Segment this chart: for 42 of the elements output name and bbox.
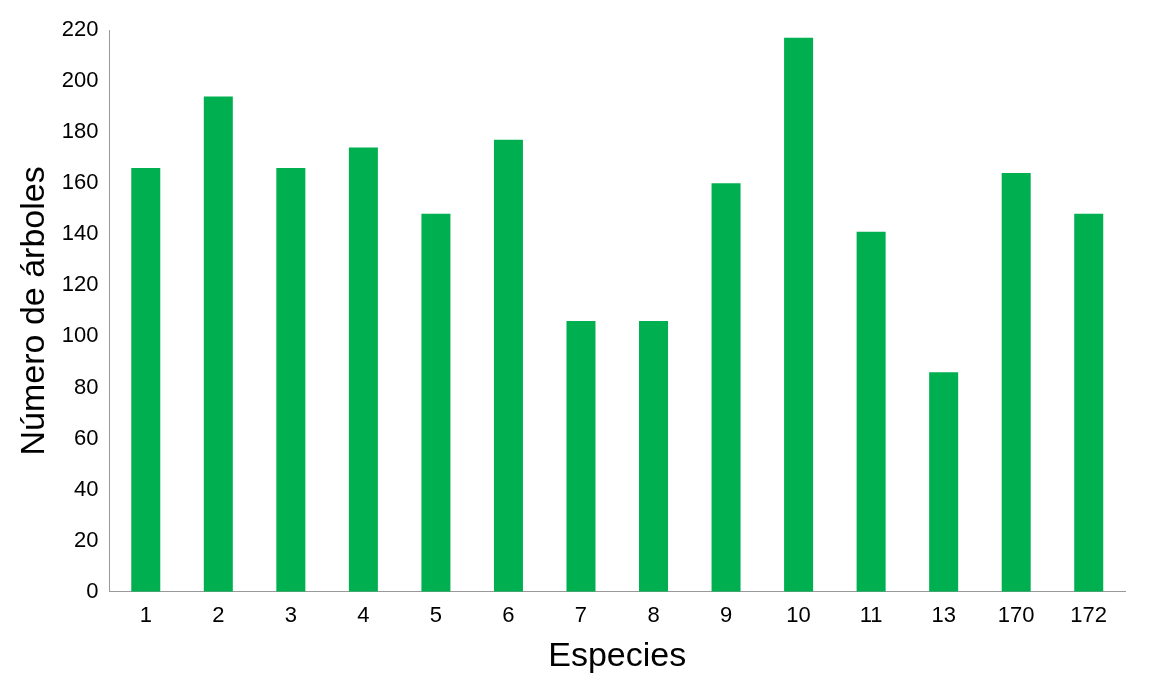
x-tick-label: 172 xyxy=(1070,602,1108,628)
bar xyxy=(1074,213,1104,592)
x-tick-label: 6 xyxy=(502,602,515,628)
x-tick-label: 4 xyxy=(357,602,370,628)
bar xyxy=(856,231,886,592)
y-tick-label: 80 xyxy=(74,373,99,399)
y-tick-label: 140 xyxy=(61,220,99,246)
bar xyxy=(421,213,451,592)
y-tick-label: 160 xyxy=(61,169,99,195)
bar xyxy=(348,147,378,592)
bar xyxy=(711,183,741,592)
y-tick-label: 120 xyxy=(61,271,99,297)
y-tick-label: 220 xyxy=(61,16,99,42)
x-tick-label: 7 xyxy=(574,602,588,628)
x-tick-label: 8 xyxy=(647,602,660,628)
y-axis-title: Número de árboles xyxy=(12,166,51,456)
x-tick-label: 5 xyxy=(429,602,443,628)
x-tick-label: 2 xyxy=(212,602,225,628)
x-tick-label: 170 xyxy=(997,602,1035,628)
y-tick-label: 200 xyxy=(61,67,99,93)
y-tick-label: 180 xyxy=(61,118,99,144)
bar xyxy=(276,167,306,592)
bar xyxy=(784,37,814,592)
y-tick-label: 40 xyxy=(74,475,99,501)
x-tick-label: 9 xyxy=(719,602,733,628)
bar xyxy=(929,372,959,592)
bar xyxy=(203,96,233,592)
bar xyxy=(493,139,523,592)
x-axis-title: Especies xyxy=(548,634,687,673)
x-tick-label: 3 xyxy=(284,602,297,628)
bar xyxy=(566,321,596,592)
y-tick-label: 60 xyxy=(74,424,99,450)
y-tick-label: 100 xyxy=(61,322,99,348)
x-tick-label: 11 xyxy=(859,602,883,628)
bar xyxy=(1001,173,1031,592)
x-tick-label: 13 xyxy=(931,602,956,628)
y-tick-label: 20 xyxy=(74,526,99,552)
x-tick-label: 1 xyxy=(139,602,152,628)
y-tick-label: 0 xyxy=(86,577,99,603)
x-tick-label: 10 xyxy=(786,602,811,628)
bar xyxy=(639,321,669,592)
bar xyxy=(131,167,161,592)
